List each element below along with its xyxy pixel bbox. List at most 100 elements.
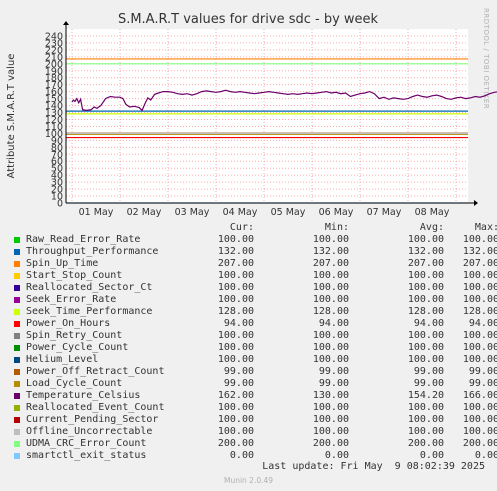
legend-min: 128.00 <box>312 306 349 317</box>
legend-max: 100.00 <box>462 270 497 281</box>
y-tick-label: 220 <box>45 45 63 56</box>
legend-min: 100.00 <box>312 282 349 293</box>
legend-series-name: Spin_Up_Time <box>26 258 99 269</box>
legend-cur: 99.00 <box>223 366 254 377</box>
legend-avg: 100.00 <box>407 294 444 305</box>
legend-max: 207.00 <box>462 258 497 269</box>
y-tick-label: 230 <box>45 38 63 49</box>
legend-max: 132.00 <box>462 246 497 257</box>
y-tick-label: 100 <box>45 129 63 140</box>
y-tick-label: 240 <box>45 31 63 42</box>
legend-swatch <box>14 309 20 315</box>
legend-series-name: Seek_Time_Performance <box>26 306 153 317</box>
legend-header-max: Max: <box>474 222 497 233</box>
plot-area <box>66 29 468 203</box>
legend-avg: 94.00 <box>413 318 444 329</box>
x-tick-label: 06 May <box>319 207 354 218</box>
legend-swatch <box>14 417 20 423</box>
legend-avg: 207.00 <box>407 258 444 269</box>
legend-avg: 100.00 <box>407 234 444 245</box>
legend-swatch <box>14 285 20 291</box>
legend-min: 100.00 <box>312 234 349 245</box>
legend-max: 100.00 <box>462 330 497 341</box>
legend-min: 94.00 <box>318 318 349 329</box>
legend-series-name: Helium_Level <box>26 354 99 365</box>
y-tick-label: 130 <box>45 108 63 119</box>
legend-cur: 100.00 <box>217 426 254 437</box>
legend-swatch <box>14 321 20 327</box>
legend-cur: 100.00 <box>217 234 254 245</box>
legend-min: 99.00 <box>318 366 349 377</box>
y-tick-label: 20 <box>51 185 63 196</box>
legend-series-name: Raw_Read_Error_Rate <box>26 234 141 245</box>
x-tick-label: 03 May <box>175 207 210 218</box>
legend-series-name: Power_Off_Retract_Count <box>26 366 165 377</box>
legend-swatch <box>14 261 20 267</box>
legend-swatch <box>14 381 20 387</box>
legend-min: 100.00 <box>312 330 349 341</box>
legend-min: 100.00 <box>312 354 349 365</box>
legend-series-name: Power_Cycle_Count <box>26 342 129 353</box>
legend-max: 100.00 <box>462 414 497 425</box>
legend-row: Current_Pending_Sector 100.00 100.00 100.00… <box>14 414 497 426</box>
legend-series-name: Spin_Retry_Count <box>26 330 123 341</box>
legend-swatch <box>14 357 20 363</box>
legend-cur: 132.00 <box>217 246 254 257</box>
munin-version: Munin 2.0.49 <box>223 476 274 485</box>
y-tick-label: 80 <box>51 143 63 154</box>
legend-row: Offline_Uncorrectable 100.00 100.00 100.00 1… <box>14 426 497 438</box>
legend-cur: 162.00 <box>217 390 254 401</box>
legend-max: 200.00 <box>462 438 497 449</box>
legend-row: Power_On_Hours 94.00 94.00 94.00 94.00 <box>14 318 497 330</box>
legend-max: 100.00 <box>462 234 497 245</box>
x-tick-label: 04 May <box>223 207 258 218</box>
legend-row: Reallocated_Event_Count 100.00 100.00 100.0… <box>14 402 497 414</box>
y-tick-label: 140 <box>45 101 63 112</box>
legend-avg: 132.00 <box>407 246 444 257</box>
legend-swatch <box>14 249 20 255</box>
legend-min: 99.00 <box>318 378 349 389</box>
y-tick-label: 50 <box>51 164 63 175</box>
x-tick-label: 08 May <box>415 207 450 218</box>
legend-series-name: Temperature_Celsius <box>26 390 141 401</box>
legend-avg: 100.00 <box>407 282 444 293</box>
legend-series-name: Seek_Error_Rate <box>26 294 117 305</box>
legend-max: 99.00 <box>468 378 497 389</box>
legend-max: 0.00 <box>474 450 497 461</box>
legend-min: 100.00 <box>312 270 349 281</box>
x-tick-label: 01 May <box>79 207 114 218</box>
legend-series-name: Reallocated_Event_Count <box>26 402 165 413</box>
legend-swatch <box>14 333 20 339</box>
legend-min: 130.00 <box>312 390 349 401</box>
legend-row: Spin_Retry_Count 100.00 100.00 100.00 100.00 <box>14 330 497 342</box>
legend-avg: 100.00 <box>407 402 444 413</box>
y-tick-label: 210 <box>45 52 63 63</box>
legend-avg: 154.20 <box>407 390 444 401</box>
legend-series-name: Start_Stop_Count <box>26 270 123 281</box>
legend-min: 100.00 <box>312 294 349 305</box>
legend-avg: 100.00 <box>407 354 444 365</box>
legend-cur: 100.00 <box>217 414 254 425</box>
legend-row: Power_Cycle_Count 100.00 100.00 100.00 100.0… <box>14 342 497 354</box>
legend-cur: 100.00 <box>217 294 254 305</box>
y-tick-label: 170 <box>45 80 63 91</box>
legend-avg: 100.00 <box>407 414 444 425</box>
y-tick-label: 160 <box>45 87 63 98</box>
x-tick-label: 05 May <box>271 207 306 218</box>
legend-avg: 128.00 <box>407 306 444 317</box>
legend-series-name: Power_On_Hours <box>26 318 111 329</box>
legend-min: 0.00 <box>324 450 349 461</box>
legend-avg: 200.00 <box>407 438 444 449</box>
legend-cur: 200.00 <box>217 438 254 449</box>
legend-swatch <box>14 405 20 411</box>
y-tick-label: 110 <box>45 122 63 133</box>
y-tick-label: 40 <box>51 171 63 182</box>
legend-row: Throughput_Performance 132.00 132.00 132.00… <box>14 246 497 258</box>
legend-swatch <box>14 429 20 435</box>
legend-swatch <box>14 441 20 447</box>
legend-series-name: Current_Pending_Sector <box>26 414 159 425</box>
chart: S.M.A.R.T values for drive sdc - by week… <box>6 8 497 218</box>
legend-max: 166.00 <box>462 390 497 401</box>
legend-cur: 128.00 <box>217 306 254 317</box>
legend-row: Spin_Up_Time 207.00 207.00 207.00 207.00 <box>14 258 497 270</box>
